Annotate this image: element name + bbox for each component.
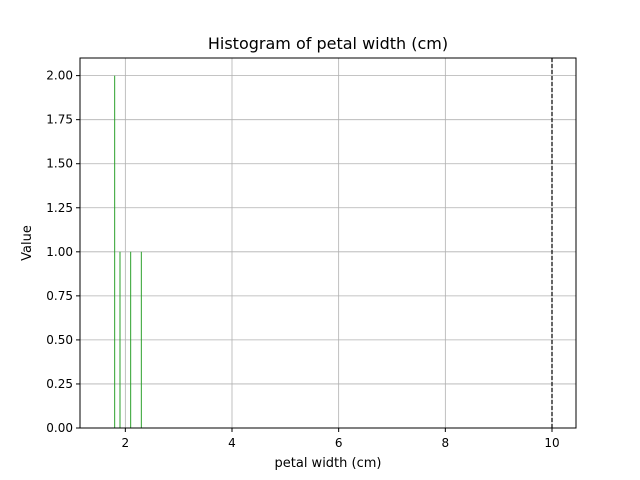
x-tick-label-8: 8 [442, 436, 450, 450]
x-tick-label-6: 6 [335, 436, 343, 450]
y-tick-label-0.75: 0.75 [46, 289, 73, 303]
x-tick-label-10: 10 [544, 436, 559, 450]
y-tick-label-0.25: 0.25 [46, 377, 73, 391]
plot-frame [79, 57, 577, 429]
y-tick-label-1.75: 1.75 [46, 113, 73, 127]
x-tick-label-2: 2 [122, 436, 130, 450]
y-axis-label: Value [20, 225, 35, 261]
y-tick-label-1.00: 1.00 [46, 245, 73, 259]
ticks-layer: 2 4 6 8 10 0.00 0.25 0.50 0.75 1.00 1.25 1.50 1.75 2.… [46, 69, 559, 450]
y-tick-label-1.25: 1.25 [46, 201, 73, 215]
bars-layer [114, 75, 142, 428]
y-tick-label-1.50: 1.50 [46, 157, 73, 171]
chart-title: Histogram of petal width (cm) [208, 34, 448, 53]
x-tick-label-4: 4 [228, 436, 236, 450]
y-tick-label-0.50: 0.50 [46, 333, 73, 347]
y-tick-label-2.00: 2.00 [46, 69, 73, 83]
y-tick-label-0.00: 0.00 [46, 421, 73, 435]
x-axis-label: petal width (cm) [275, 456, 382, 471]
